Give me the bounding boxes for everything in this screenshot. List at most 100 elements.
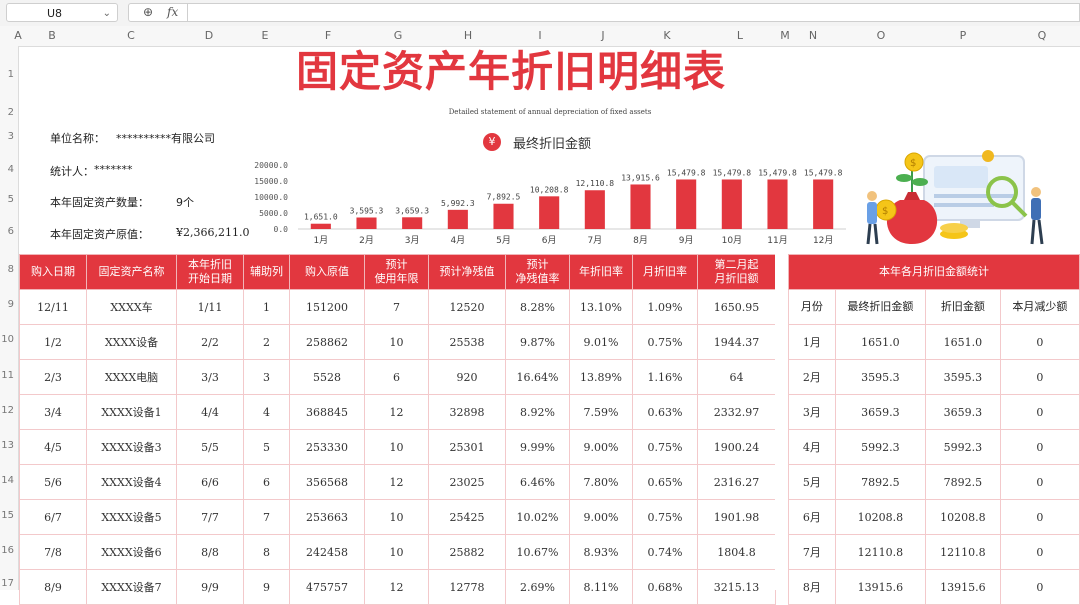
table-cell[interactable]: 2.69%: [505, 569, 570, 605]
side-table-cell[interactable]: 3月: [788, 394, 836, 430]
unit-name-value[interactable]: **********有限公司: [116, 132, 215, 145]
table-cell[interactable]: 920: [428, 359, 506, 395]
column-header-q[interactable]: Q: [1037, 29, 1047, 42]
row-header-12[interactable]: 12: [1, 405, 14, 416]
table-cell[interactable]: 12520: [428, 289, 506, 325]
zoom-icon[interactable]: ⊕: [143, 5, 154, 19]
row-header-8[interactable]: 8: [7, 264, 14, 275]
side-column-header[interactable]: 最终折旧金额: [834, 289, 926, 325]
table-cell[interactable]: 1.09%: [632, 289, 698, 325]
table-cell[interactable]: 3215.13: [697, 569, 776, 605]
table-cell[interactable]: XXXX设备3: [86, 429, 177, 465]
row-header-15[interactable]: 15: [1, 510, 14, 521]
table-cell[interactable]: 253330: [289, 429, 365, 465]
column-header[interactable]: 预计 净残值率: [505, 254, 570, 290]
column-header-j[interactable]: J: [601, 29, 605, 42]
table-cell[interactable]: 9.00%: [569, 429, 633, 465]
table-cell[interactable]: 8.28%: [505, 289, 570, 325]
table-cell[interactable]: XXXX电脑: [86, 359, 177, 395]
table-cell[interactable]: 5: [243, 429, 290, 465]
table-cell[interactable]: 6.46%: [505, 464, 570, 500]
asset-count-value[interactable]: 9个: [176, 196, 194, 209]
side-table-cell[interactable]: 1651.0: [924, 324, 1001, 360]
side-table-cell[interactable]: 3595.3: [924, 359, 1001, 395]
table-cell[interactable]: 2/3: [19, 359, 87, 395]
table-cell[interactable]: 7.59%: [569, 394, 633, 430]
table-cell[interactable]: 5/5: [176, 429, 244, 465]
table-cell[interactable]: 1901.98: [697, 499, 776, 535]
side-table-cell[interactable]: 0: [999, 429, 1080, 465]
column-header-k[interactable]: K: [663, 29, 671, 42]
table-cell[interactable]: 10: [364, 324, 429, 360]
column-header-b[interactable]: B: [48, 29, 56, 42]
side-table-cell[interactable]: 6月: [788, 499, 836, 535]
column-header-l[interactable]: L: [736, 29, 744, 42]
table-cell[interactable]: 1/11: [176, 289, 244, 325]
column-header-c[interactable]: C: [127, 29, 135, 42]
row-header-11[interactable]: 11: [1, 370, 14, 381]
chevron-down-icon[interactable]: ⌄: [102, 8, 111, 19]
table-cell[interactable]: 4/4: [176, 394, 244, 430]
table-cell[interactable]: 6/7: [19, 499, 87, 535]
statistician-value[interactable]: *******: [94, 163, 133, 176]
table-cell[interactable]: 12/11: [19, 289, 87, 325]
row-header-16[interactable]: 16: [1, 545, 14, 556]
table-cell[interactable]: 10: [364, 499, 429, 535]
table-cell[interactable]: 3/3: [176, 359, 244, 395]
side-table-cell[interactable]: 7月: [788, 534, 836, 570]
table-cell[interactable]: 8.92%: [505, 394, 570, 430]
row-header-17[interactable]: 17: [1, 578, 14, 589]
column-header-e[interactable]: E: [261, 29, 269, 42]
table-cell[interactable]: 7: [243, 499, 290, 535]
table-cell[interactable]: 356568: [289, 464, 365, 500]
column-header-o[interactable]: O: [876, 29, 886, 42]
table-cell[interactable]: 2/2: [176, 324, 244, 360]
table-cell[interactable]: 12: [364, 394, 429, 430]
table-cell[interactable]: 8: [243, 534, 290, 570]
table-cell[interactable]: 9/9: [176, 569, 244, 605]
side-column-header[interactable]: 折旧金额: [924, 289, 1001, 325]
table-cell[interactable]: 4/5: [19, 429, 87, 465]
side-table-cell[interactable]: 2月: [788, 359, 836, 395]
table-cell[interactable]: 25882: [428, 534, 506, 570]
column-header-n[interactable]: N: [808, 29, 818, 42]
row-header-1[interactable]: 1: [7, 69, 14, 80]
table-cell[interactable]: 9.99%: [505, 429, 570, 465]
table-cell[interactable]: 151200: [289, 289, 365, 325]
column-header[interactable]: 年折旧率: [569, 254, 633, 290]
table-cell[interactable]: 8/8: [176, 534, 244, 570]
table-cell[interactable]: 0.65%: [632, 464, 698, 500]
table-cell[interactable]: 23025: [428, 464, 506, 500]
table-cell[interactable]: 242458: [289, 534, 365, 570]
column-header[interactable]: 预计 使用年限: [364, 254, 429, 290]
asset-original-value[interactable]: ¥2,366,211.0: [176, 226, 250, 239]
table-cell[interactable]: 25301: [428, 429, 506, 465]
table-cell[interactable]: 1650.95: [697, 289, 776, 325]
row-header-5[interactable]: 5: [7, 194, 14, 205]
table-cell[interactable]: 5/6: [19, 464, 87, 500]
table-cell[interactable]: 4: [243, 394, 290, 430]
side-table-cell[interactable]: 13915.6: [924, 569, 1001, 605]
column-header-h[interactable]: H: [463, 29, 473, 42]
table-cell[interactable]: 6: [364, 359, 429, 395]
column-header[interactable]: 固定资产名称: [86, 254, 177, 290]
column-header[interactable]: 辅助列: [243, 254, 290, 290]
side-table-cell[interactable]: 5月: [788, 464, 836, 500]
column-header[interactable]: 购入日期: [19, 254, 87, 290]
table-cell[interactable]: XXXX设备6: [86, 534, 177, 570]
table-cell[interactable]: 16.64%: [505, 359, 570, 395]
table-cell[interactable]: 5528: [289, 359, 365, 395]
table-cell[interactable]: 13.10%: [569, 289, 633, 325]
table-cell[interactable]: 12: [364, 464, 429, 500]
table-cell[interactable]: 0.75%: [632, 429, 698, 465]
table-cell[interactable]: 7/8: [19, 534, 87, 570]
side-table-cell[interactable]: 10208.8: [924, 499, 1001, 535]
side-table-cell[interactable]: 7892.5: [834, 464, 926, 500]
table-cell[interactable]: 10.02%: [505, 499, 570, 535]
table-cell[interactable]: 368845: [289, 394, 365, 430]
table-cell[interactable]: 1.16%: [632, 359, 698, 395]
side-table-cell[interactable]: 7892.5: [924, 464, 1001, 500]
column-header[interactable]: 第二月起 月折旧额: [697, 254, 776, 290]
table-cell[interactable]: XXXX设备1: [86, 394, 177, 430]
table-cell[interactable]: 8/9: [19, 569, 87, 605]
